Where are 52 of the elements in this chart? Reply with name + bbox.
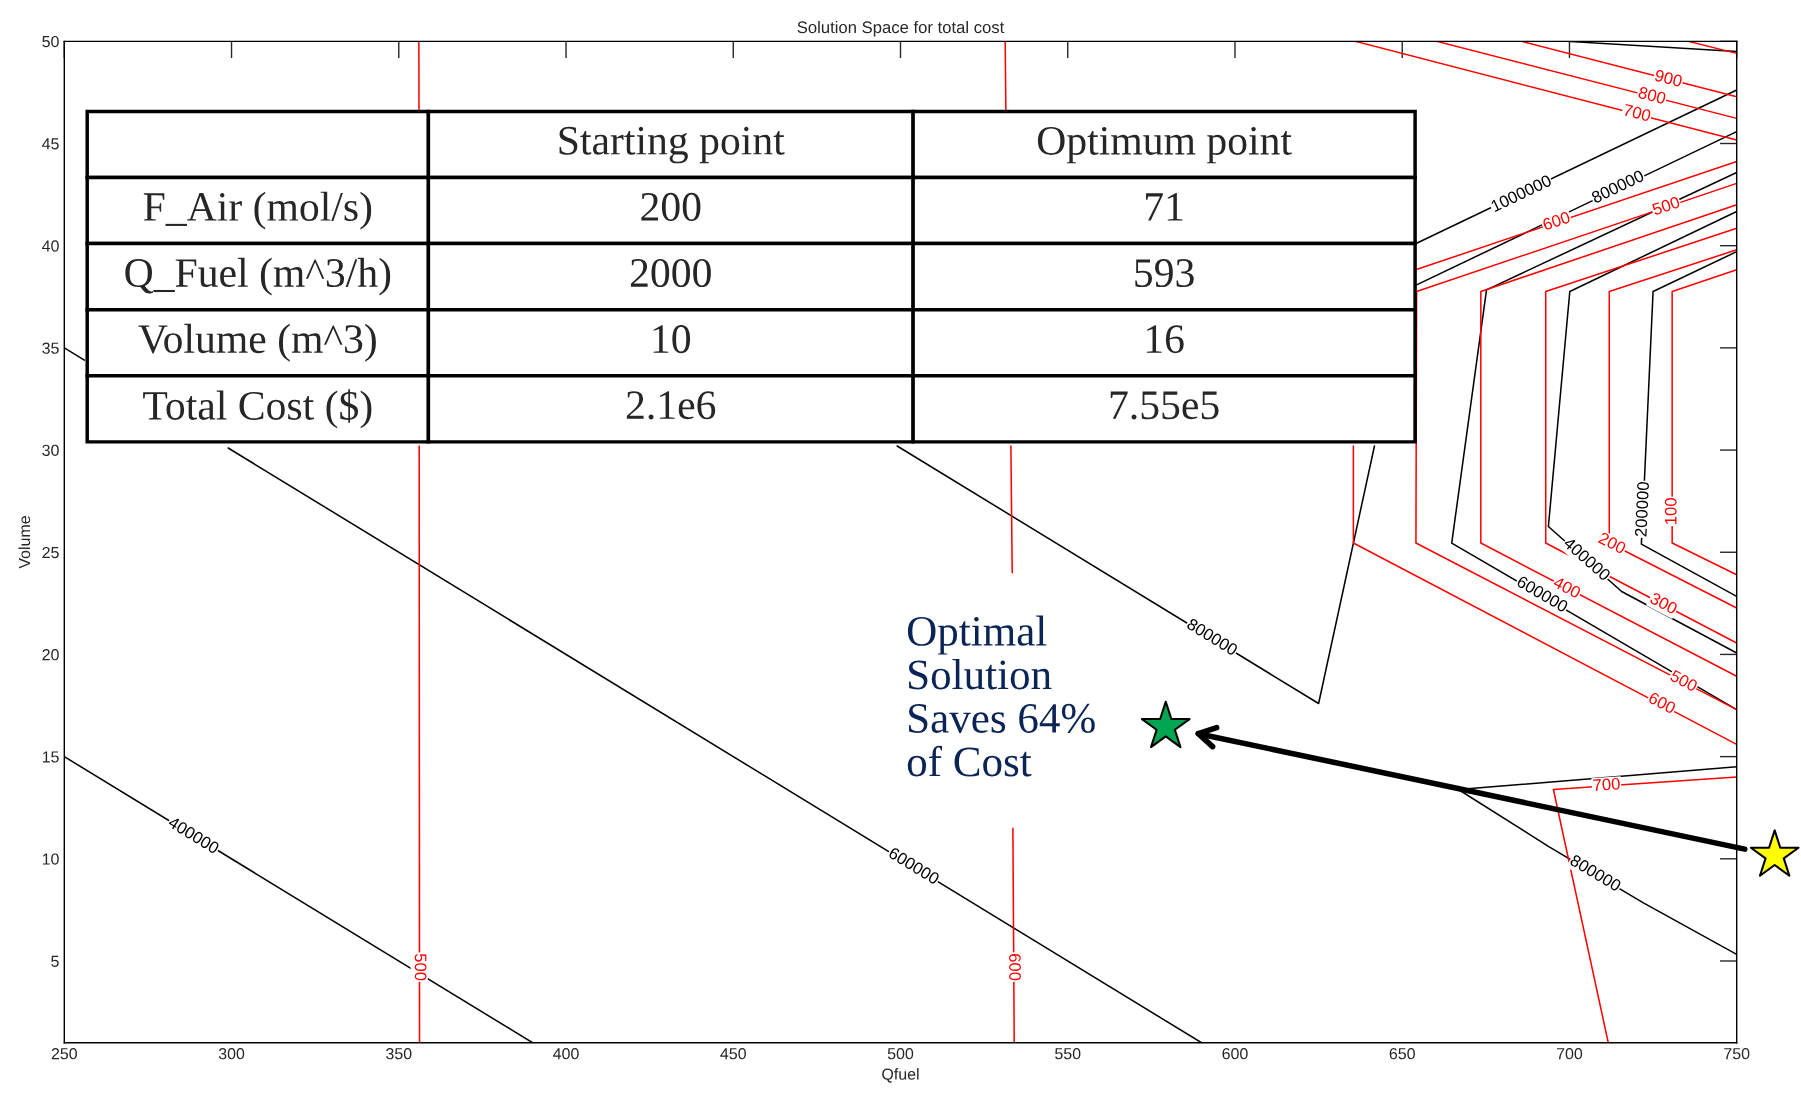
annotation: 7.55e5 bbox=[1110, 391, 1219, 420]
y-tick-label: 15 bbox=[42, 751, 59, 763]
annotation: 16 bbox=[1146, 325, 1184, 354]
x-tick-label: 350 bbox=[386, 1048, 412, 1060]
x-tick-label: 700 bbox=[1556, 1048, 1583, 1060]
annotation: 2.1e6 bbox=[626, 391, 716, 420]
annotation: Volume (m^3) bbox=[138, 323, 376, 362]
annotation: F_Air (mol/s) bbox=[143, 191, 372, 230]
x-tick-label: 750 bbox=[1724, 1048, 1750, 1060]
x-tick-label: 650 bbox=[1389, 1048, 1415, 1060]
annotation: 800 bbox=[1637, 86, 1667, 105]
x-tick-label: 400 bbox=[553, 1048, 579, 1060]
x-tick-label: 250 bbox=[51, 1048, 77, 1060]
annotation: Q_Fuel (m^3/h) bbox=[125, 257, 391, 296]
annotation: Optimal Solution Saves 64% of Cost bbox=[907, 615, 1095, 777]
annotation: 2000 bbox=[630, 258, 711, 288]
annotation: 700 bbox=[1593, 777, 1621, 792]
annotation: Total Cost ($) bbox=[143, 389, 372, 429]
annotation: 200 bbox=[641, 192, 701, 221]
annotation: 700 bbox=[1622, 103, 1652, 122]
y-axis-title: Volume bbox=[18, 516, 31, 569]
x-tick-label: 550 bbox=[1055, 1048, 1081, 1060]
y-tick-label: 45 bbox=[42, 138, 59, 150]
annotation: Optimum point bbox=[1037, 126, 1292, 164]
chart-title: Solution Space for total cost bbox=[797, 20, 1005, 37]
annotation: 600 bbox=[1009, 954, 1021, 981]
x-tick-label: 500 bbox=[887, 1048, 914, 1060]
x-tick-label: 450 bbox=[720, 1048, 746, 1060]
annotation: 500 bbox=[414, 953, 427, 981]
y-tick-label: 35 bbox=[42, 342, 59, 354]
annotation: 600 bbox=[1542, 211, 1571, 231]
x-tick-label: 600 bbox=[1222, 1048, 1248, 1060]
x-tick-label: 300 bbox=[218, 1048, 245, 1060]
y-tick-label: 5 bbox=[51, 955, 59, 967]
annotation: 200000 bbox=[1634, 481, 1650, 537]
annotation: 71 bbox=[1146, 193, 1183, 221]
y-tick-label: 20 bbox=[42, 649, 59, 661]
y-tick-label: 50 bbox=[42, 35, 59, 48]
y-tick-label: 30 bbox=[42, 444, 59, 457]
annotation: 500 bbox=[1669, 669, 1699, 693]
annotation: 900 bbox=[1654, 69, 1683, 88]
annotation: 600 bbox=[1647, 691, 1677, 715]
annotation: 593 bbox=[1135, 259, 1194, 288]
annotation: 100 bbox=[1664, 498, 1677, 524]
y-tick-label: 25 bbox=[42, 546, 59, 559]
y-tick-label: 40 bbox=[42, 240, 59, 252]
annotation: 500 bbox=[1651, 195, 1681, 216]
annotation: 300 bbox=[1649, 591, 1679, 615]
x-axis-title: Qfuel bbox=[882, 1068, 919, 1083]
annotation: Starting point bbox=[559, 126, 785, 164]
y-tick-label: 10 bbox=[42, 853, 59, 865]
annotation: 10 bbox=[653, 325, 691, 354]
